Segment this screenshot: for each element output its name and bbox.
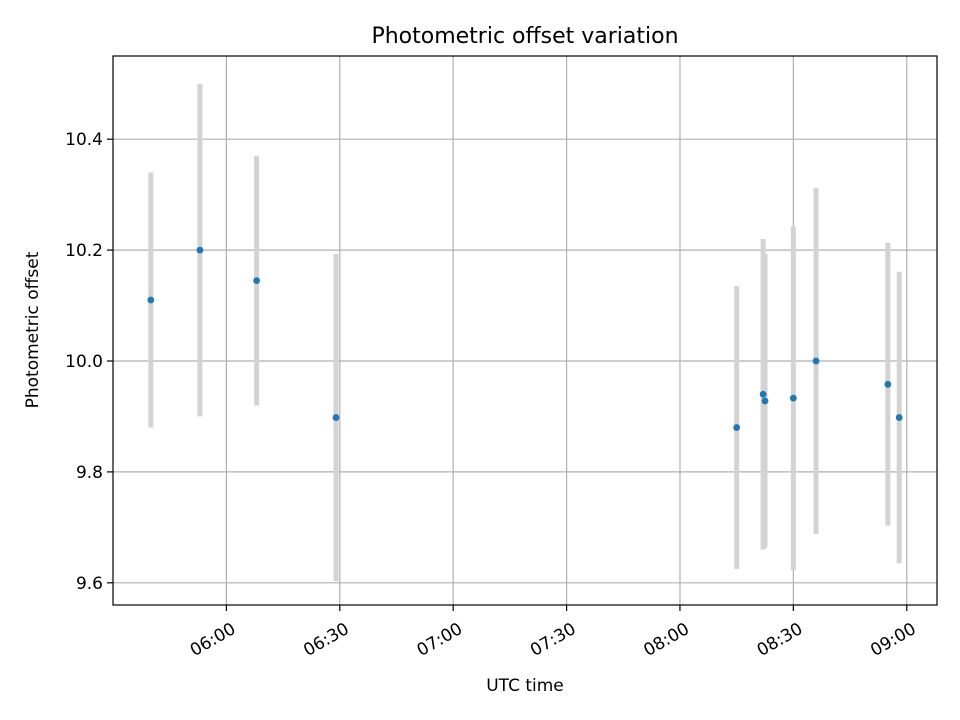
data-point	[812, 357, 820, 365]
x-tick-label: 08:30	[754, 619, 806, 661]
data-point	[332, 414, 340, 421]
y-tick-label: 9.6	[76, 574, 103, 594]
data-point	[733, 424, 741, 431]
grid	[113, 56, 937, 605]
x-tick-label: 06:30	[300, 619, 352, 661]
x-tick-label: 07:30	[527, 619, 579, 661]
data-point	[761, 397, 769, 405]
y-axis-ticks: 9.6 9.8 10.0 10.2 10.4	[65, 130, 113, 594]
data-point	[895, 414, 903, 421]
x-axis-ticks: 06:00 06:30 07:00 07:30 08:00 08:30 09:00	[187, 605, 920, 661]
y-tick-label: 10.2	[65, 241, 103, 261]
data-point	[196, 246, 204, 254]
x-tick-label: 08:00	[640, 619, 692, 661]
x-axis-label: UTC time	[486, 676, 564, 696]
chart-title: Photometric offset variation	[371, 24, 678, 49]
data-points	[147, 246, 903, 431]
y-axis-label: Photometric offset	[23, 251, 43, 408]
y-tick-label: 10.4	[65, 130, 103, 150]
data-point	[253, 277, 261, 284]
x-tick-label: 07:00	[414, 619, 466, 661]
y-tick-label: 10.0	[65, 352, 103, 372]
x-tick-label: 09:00	[867, 619, 919, 661]
y-tick-label: 9.8	[76, 463, 103, 483]
data-point	[884, 380, 892, 388]
data-point	[147, 296, 155, 304]
x-tick-label: 06:00	[187, 619, 239, 661]
data-point	[759, 390, 767, 398]
error-bars	[148, 83, 902, 582]
data-point	[789, 394, 797, 402]
plot-frame	[112, 55, 938, 606]
